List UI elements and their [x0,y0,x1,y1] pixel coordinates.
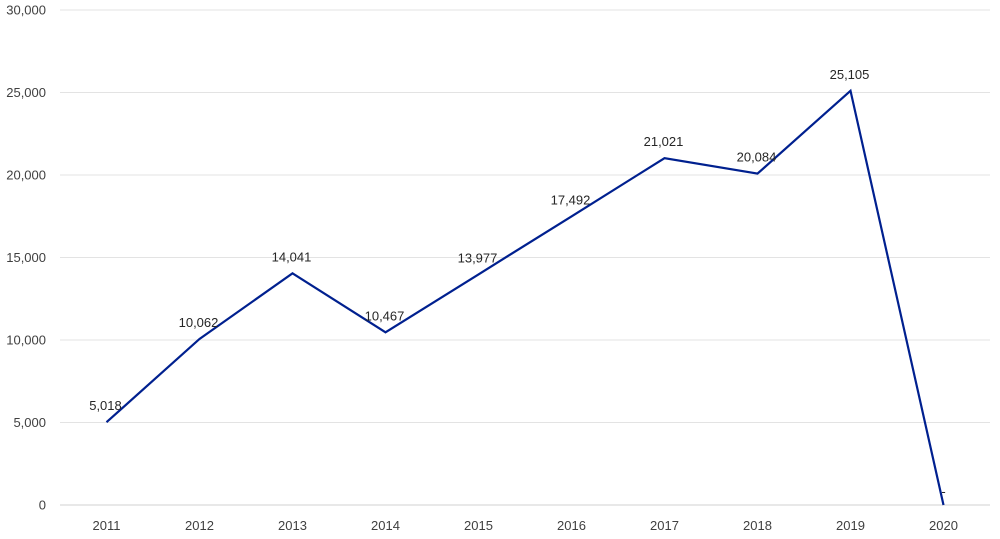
series-lines [105,88,945,506]
x-tick-label: 2019 [836,518,865,533]
data-label: 10,467 [365,308,405,323]
data-label: 13,977 [458,250,498,265]
x-tick-label: 2018 [743,518,772,533]
data-label: 5,018 [89,398,122,413]
series-line [105,88,945,506]
axes: 0 5,000 10,000 15,000 20,000 25,000 30,000 2011… [6,3,990,533]
y-tick-label: 0 [39,498,46,513]
data-label: 25,105 [830,67,870,82]
data-label: 14,041 [272,249,312,264]
x-tick-label: 2020 [929,518,958,533]
data-label: 17,492 [551,192,591,207]
x-tick-label: 2015 [464,518,493,533]
data-label: 20,084 [737,150,777,165]
y-tick-label: 20,000 [6,168,46,183]
data-label: 21,021 [644,134,684,149]
data-label: 10,062 [179,315,219,330]
x-tick-label: 2013 [278,518,307,533]
x-tick-label: 2011 [93,518,121,533]
y-tick-label: 25,000 [6,85,46,100]
y-tick-label: 5,000 [13,415,46,430]
y-tick-label: 10,000 [6,333,46,348]
x-tick-label: 2016 [557,518,586,533]
x-tick-label: 2017 [650,518,679,533]
gridlines [60,9,990,423]
x-tick-label: 2012 [185,518,214,533]
x-tick-label: 2014 [371,518,400,533]
y-tick-label: 30,000 [6,3,46,18]
data-labels: 5,018 10,062 14,041 10,467 13,977 17,492 21,02… [89,67,945,499]
y-tick-label: 15,000 [6,250,46,265]
data-label: - [941,484,945,499]
